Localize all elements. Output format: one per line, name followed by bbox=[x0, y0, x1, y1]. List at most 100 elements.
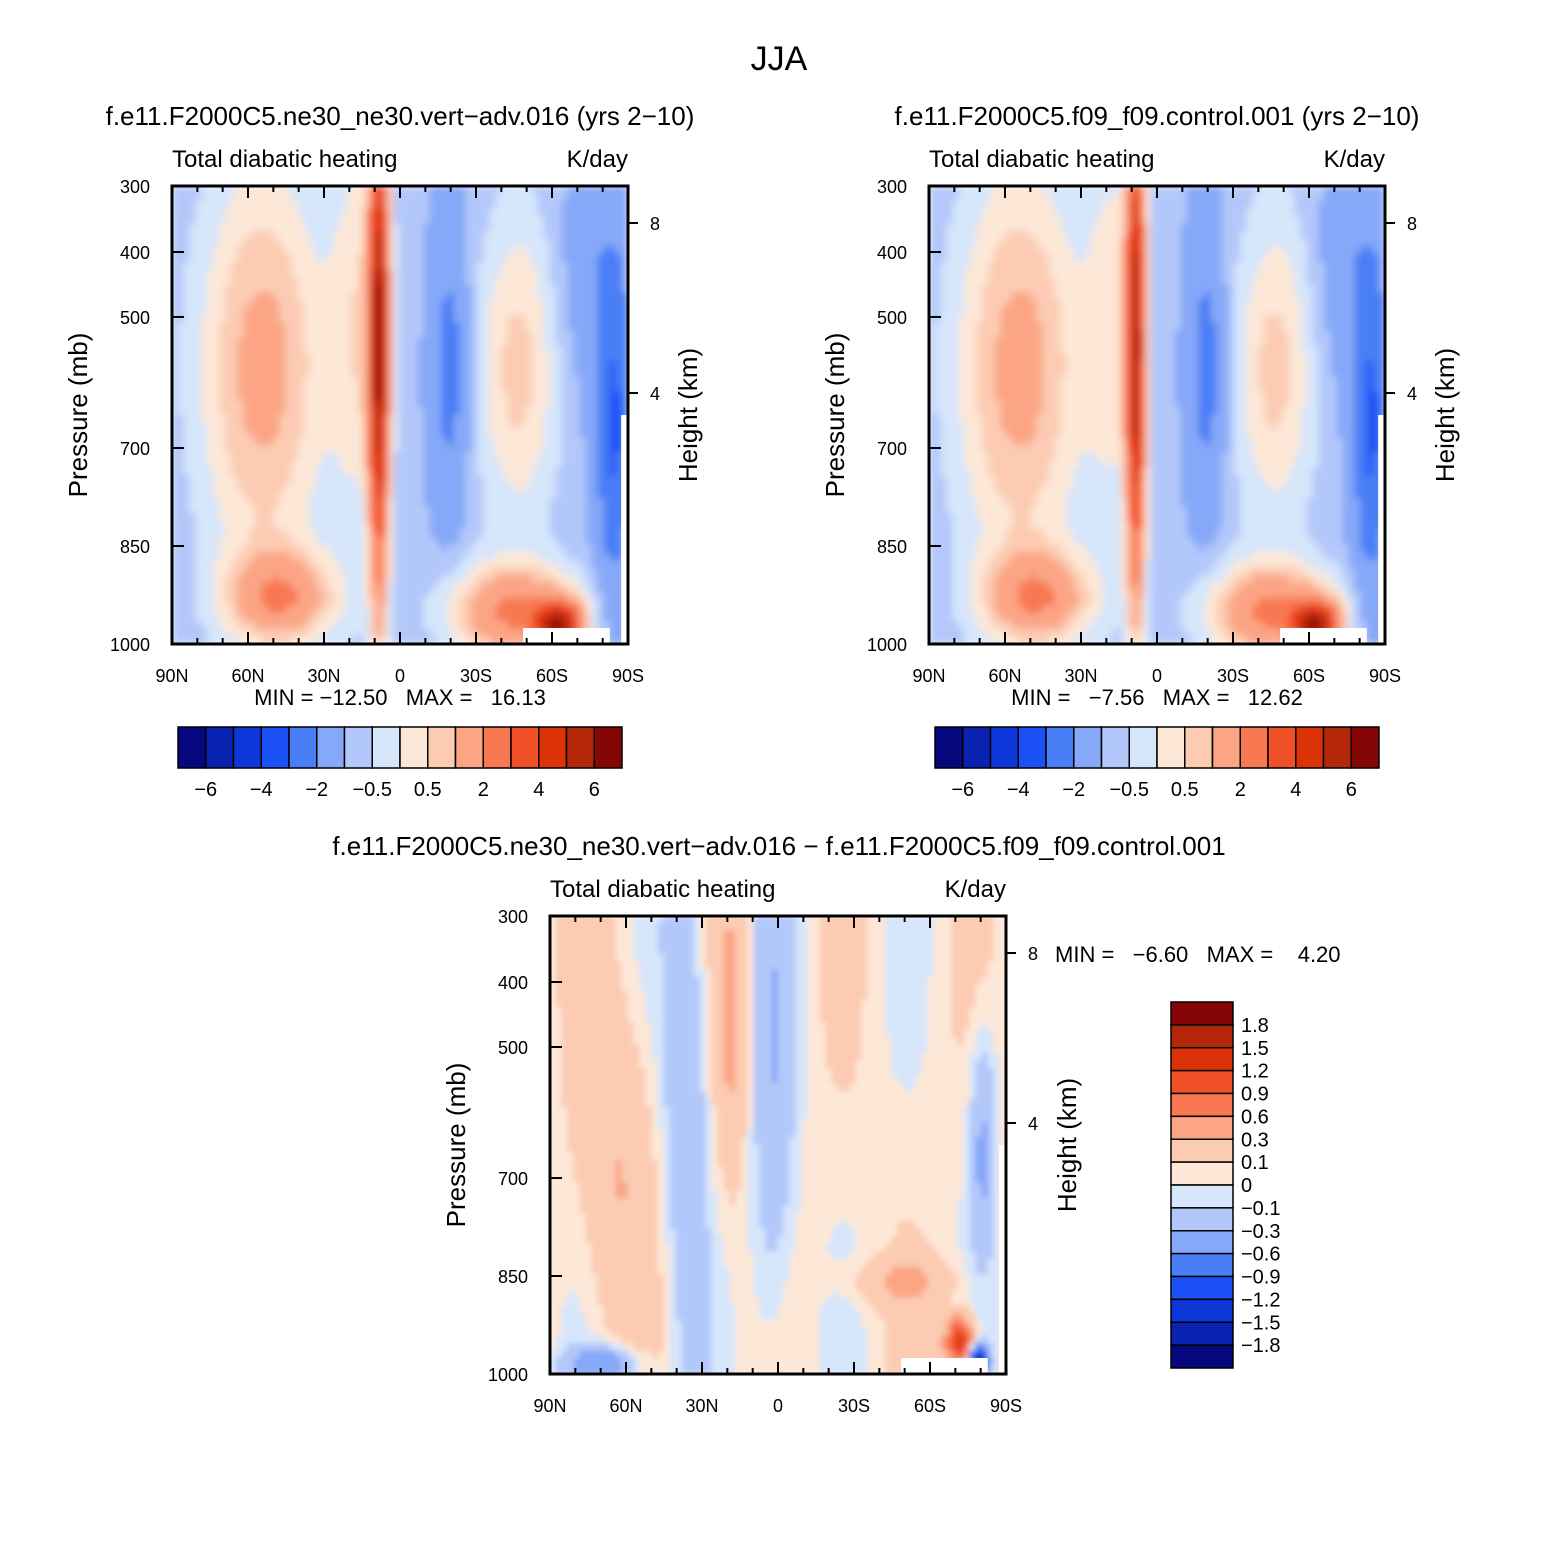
field-cell bbox=[453, 368, 461, 378]
field-cell bbox=[237, 498, 245, 508]
field-cell bbox=[381, 300, 389, 309]
field-cell bbox=[597, 506, 605, 515]
field-cell bbox=[513, 383, 521, 393]
field-cell bbox=[471, 467, 479, 477]
field-cell bbox=[423, 330, 431, 340]
field-cell bbox=[255, 368, 263, 378]
field-cell bbox=[489, 529, 497, 538]
field-cell bbox=[387, 231, 395, 240]
field-cell bbox=[237, 406, 245, 416]
field-cell bbox=[477, 315, 485, 324]
field-cell bbox=[1006, 193, 1014, 202]
field-cell bbox=[309, 391, 317, 401]
field-cell bbox=[189, 567, 197, 576]
field-cell bbox=[1180, 193, 1188, 202]
field-cell bbox=[1222, 200, 1230, 210]
field-cell bbox=[603, 521, 611, 530]
field-cell bbox=[483, 307, 491, 317]
field-cell bbox=[213, 269, 221, 279]
field-cell bbox=[525, 208, 533, 218]
field-cell bbox=[237, 292, 245, 301]
field-cell bbox=[213, 383, 221, 393]
field-cell bbox=[213, 200, 221, 210]
field-cell bbox=[609, 231, 617, 240]
field-cell bbox=[201, 292, 209, 301]
field-cell bbox=[495, 521, 503, 530]
field-cell bbox=[477, 605, 485, 614]
field-cell bbox=[537, 429, 545, 439]
field-cell bbox=[177, 361, 185, 370]
field-cell bbox=[609, 223, 617, 233]
field-cell bbox=[172, 612, 179, 622]
field-cell bbox=[591, 399, 599, 408]
field-cell bbox=[513, 612, 521, 622]
field-cell bbox=[483, 223, 491, 233]
field-cell bbox=[387, 383, 395, 393]
field-cell bbox=[447, 338, 455, 347]
field-cell bbox=[321, 315, 329, 324]
field-cell bbox=[561, 254, 569, 263]
field-cell bbox=[579, 315, 587, 324]
field-cell bbox=[435, 246, 443, 256]
field-cell bbox=[285, 307, 293, 317]
field-cell bbox=[345, 620, 353, 630]
field-cell bbox=[297, 361, 305, 370]
field-cell bbox=[483, 330, 491, 340]
field-cell bbox=[172, 200, 179, 210]
field-cell bbox=[291, 261, 299, 271]
field-cell bbox=[495, 292, 503, 301]
field-cell bbox=[483, 406, 491, 416]
field-cell bbox=[615, 345, 623, 355]
field-cell bbox=[213, 475, 221, 485]
field-cell bbox=[615, 414, 623, 424]
field-cell bbox=[207, 391, 215, 401]
field-cell bbox=[351, 284, 359, 294]
field-cell bbox=[579, 475, 587, 485]
field-cell bbox=[387, 536, 395, 546]
field-cell bbox=[471, 216, 479, 225]
field-cell bbox=[435, 536, 443, 546]
field-cell bbox=[1270, 208, 1278, 218]
field-cell bbox=[315, 597, 323, 607]
field-cell bbox=[591, 330, 599, 340]
field-cell bbox=[579, 376, 587, 385]
field-cell bbox=[411, 506, 419, 515]
field-cell bbox=[195, 361, 203, 370]
field-cell bbox=[513, 467, 521, 477]
field-cell bbox=[231, 223, 239, 233]
field-cell bbox=[333, 544, 341, 553]
field-cell bbox=[609, 551, 617, 561]
field-cell bbox=[1144, 186, 1152, 195]
field-cell bbox=[363, 498, 371, 508]
field-cell bbox=[543, 383, 551, 393]
field-cell bbox=[603, 216, 611, 225]
field-cell bbox=[369, 399, 377, 408]
field-cell bbox=[201, 582, 209, 592]
field-cell bbox=[369, 406, 377, 416]
field-cell bbox=[405, 315, 413, 324]
field-cell bbox=[1012, 186, 1020, 195]
field-cell bbox=[219, 261, 227, 271]
field-cell bbox=[219, 597, 227, 607]
field-cell bbox=[579, 605, 587, 614]
field-cell bbox=[387, 483, 395, 492]
field-cell bbox=[231, 353, 239, 363]
panel-subtitle-right: K/day bbox=[1324, 146, 1385, 173]
x-tick-label: 90N bbox=[155, 666, 188, 686]
field-cell bbox=[351, 582, 359, 592]
field-cell bbox=[603, 406, 611, 416]
field-cell bbox=[375, 628, 383, 637]
field-cell bbox=[195, 330, 203, 340]
field-cell bbox=[597, 383, 605, 393]
field-cell bbox=[303, 300, 311, 309]
field-cell bbox=[423, 422, 431, 431]
field-cell bbox=[453, 590, 461, 599]
field-cell bbox=[549, 521, 557, 530]
field-cell bbox=[255, 208, 263, 218]
field-cell bbox=[1240, 186, 1248, 195]
field-cell bbox=[255, 269, 263, 279]
field-cell bbox=[243, 467, 251, 477]
field-cell bbox=[273, 529, 281, 538]
field-cell bbox=[543, 307, 551, 317]
field-cell bbox=[375, 521, 383, 530]
